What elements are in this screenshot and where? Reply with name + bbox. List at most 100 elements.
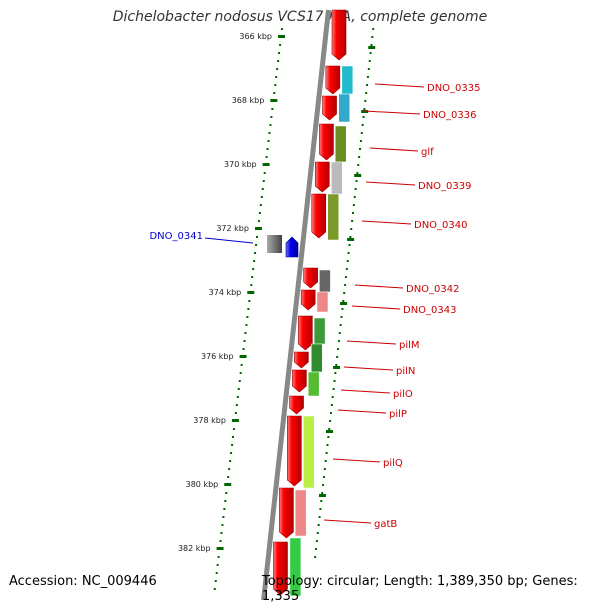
left-tick-dot <box>262 180 265 182</box>
gene-layer <box>267 9 347 596</box>
right-tick-dot <box>368 60 371 62</box>
right-tick-dot <box>351 212 354 214</box>
gene-label: pilP <box>389 409 407 420</box>
right-tick-dot <box>314 556 317 558</box>
left-major-tick <box>247 291 255 294</box>
left-tick-dot <box>254 252 257 254</box>
right-tick-dot <box>360 132 363 134</box>
left-tick-dot <box>245 324 248 326</box>
left-tick-dot <box>280 28 283 30</box>
left-tick-dot <box>267 140 270 142</box>
left-tick-dot <box>236 396 239 398</box>
right-tick-dot <box>352 204 355 206</box>
tick-label: 380 kbp <box>186 480 219 489</box>
left-tick-dot <box>215 572 218 574</box>
right-tick-dot <box>320 500 323 502</box>
right-tick-dot <box>329 412 332 414</box>
left-tick-dot <box>229 460 232 462</box>
left-major-tick <box>224 483 232 486</box>
left-tick-dot <box>279 44 282 46</box>
left-tick-dot <box>243 340 246 342</box>
right-tick-dot <box>329 420 332 422</box>
gene-leader-line <box>363 110 421 115</box>
left-tick-dot <box>268 132 271 134</box>
right-tick-dot <box>326 444 329 446</box>
right-tick-dot <box>372 28 375 30</box>
left-tick-dot <box>222 516 225 518</box>
right-tick-dot <box>353 196 356 198</box>
right-tick-dot <box>348 244 351 246</box>
left-tick-dot <box>223 508 226 510</box>
right-tick-dot <box>343 292 346 294</box>
gene-label: DNO_0341 <box>149 231 203 242</box>
right-tick-dot <box>349 236 352 238</box>
right-tick-dot <box>366 76 369 78</box>
left-tick-dot <box>228 468 231 470</box>
cog-color-block <box>289 537 302 597</box>
right-tick-dot <box>333 380 336 382</box>
tick-label: 370 kbp <box>224 160 257 169</box>
forward-cds-arrow <box>322 95 337 121</box>
gene-leader-line <box>332 458 381 463</box>
left-tick-dot <box>230 452 233 454</box>
left-tick-dot <box>266 148 269 150</box>
gene-label: DNO_0343 <box>403 305 457 316</box>
right-major-tick <box>347 238 355 241</box>
right-major-tick <box>368 46 376 49</box>
left-tick-dot <box>244 332 247 334</box>
right-tick-dot <box>370 44 373 46</box>
left-tick-dot <box>242 348 245 350</box>
tick-label: 382 kbp <box>178 544 211 553</box>
gene-leader-line <box>369 147 419 152</box>
right-tick-dot <box>332 388 335 390</box>
gene-label: gatB <box>374 519 397 530</box>
gene-label: pilN <box>396 366 415 377</box>
cog-color-block <box>327 193 340 241</box>
left-tick-dot <box>265 156 268 158</box>
left-tick-dot <box>276 68 279 70</box>
forward-cds-arrow <box>311 193 327 239</box>
forward-cds-arrow <box>314 161 330 193</box>
gene-leader-line <box>343 366 394 371</box>
right-tick-dot <box>319 508 322 510</box>
right-tick-dot <box>350 228 353 230</box>
accession-text: Accession: NC_009446 <box>9 574 157 589</box>
right-tick-dot <box>322 484 325 486</box>
cog-color-block <box>307 371 320 397</box>
cog-color-block <box>311 343 323 373</box>
forward-cds-arrow <box>279 487 294 539</box>
gene-label: glf <box>421 147 434 158</box>
forward-cds-arrow <box>294 351 309 369</box>
right-tick-dot <box>325 452 328 454</box>
right-tick-dot <box>359 148 362 150</box>
right-tick-dot <box>321 492 324 494</box>
right-major-tick <box>318 494 326 497</box>
left-tick-dot <box>275 76 278 78</box>
left-tick-dot <box>255 244 258 246</box>
forward-cds-arrow <box>273 541 288 596</box>
left-tick-dot <box>235 404 238 406</box>
tick-label: 374 kbp <box>209 288 242 297</box>
left-major-tick <box>254 227 262 230</box>
left-tick-dot <box>225 492 228 494</box>
cog-color-block <box>319 269 331 293</box>
left-tick-dot <box>258 212 261 214</box>
cog-color-block <box>331 161 343 195</box>
right-tick-dot <box>340 316 343 318</box>
left-tick-dot <box>253 260 256 262</box>
left-tick-dot <box>219 540 222 542</box>
right-tick-dot <box>358 156 361 158</box>
cog-color-block <box>316 291 329 313</box>
right-tick-dot <box>345 268 348 270</box>
reverse-feature-block <box>267 235 282 253</box>
tick-label: 376 kbp <box>201 352 234 361</box>
right-major-tick <box>333 366 341 369</box>
right-tick-dot <box>369 52 372 54</box>
left-tick-dot <box>231 444 234 446</box>
right-major-tick <box>340 302 348 305</box>
right-tick-dot <box>351 220 354 222</box>
right-tick-dot <box>327 436 330 438</box>
forward-cds-arrow <box>298 315 313 351</box>
forward-cds-arrow <box>300 289 316 311</box>
right-tick-dot <box>347 252 350 254</box>
